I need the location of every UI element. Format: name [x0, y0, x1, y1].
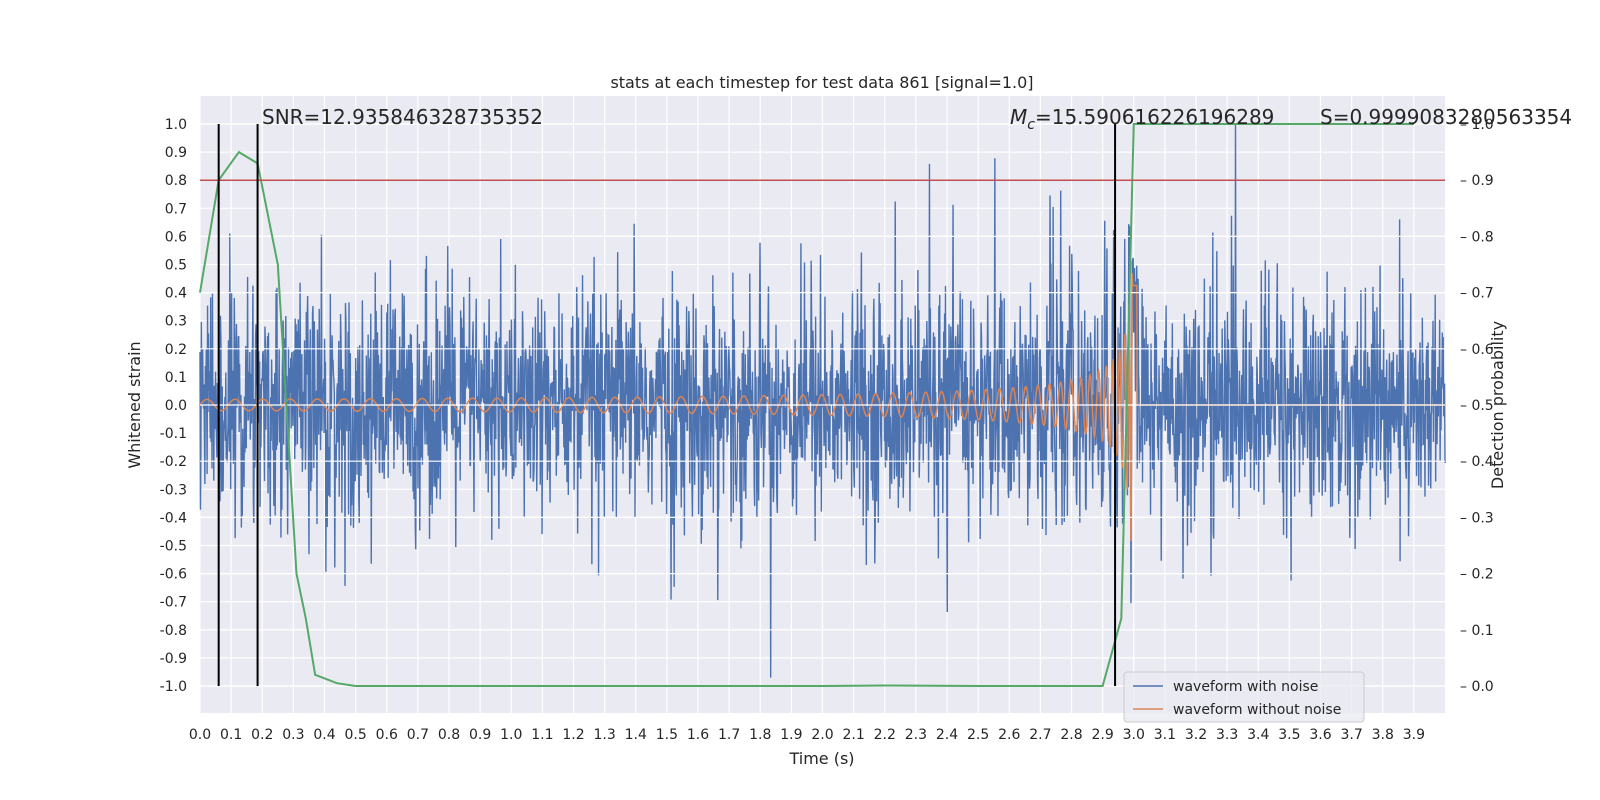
y-tick-label: -1.0	[160, 679, 187, 695]
x-axis-label: Time (s)	[788, 749, 854, 768]
y-tick-label: -0.8	[160, 623, 187, 639]
y-tick-label: 0.8	[165, 173, 187, 189]
y-tick-label: 0.6	[165, 229, 187, 245]
y-axis-ticks: 1.0 0.9 0.8 0.7 0.6 0.5 0.4 0.3 0.2 0.1 0.0 -0.1 -0.…	[160, 117, 187, 695]
x-axis-ticks: 0.0 0.1 0.2 0.3 0.4 0.5 0.6 0.7 0.8 0.9 1.0 1.1 1.2 1…	[189, 727, 1425, 743]
y2-tick-label: – 0.3	[1460, 510, 1494, 526]
y-tick-label: 0.3	[165, 314, 187, 330]
y2-axis-ticks: – 1.0 – 0.9 – 0.8 – 0.7 – 0.6 – 0.5 – 0.4 – 0.3…	[1460, 117, 1494, 695]
x-tick-label: 2.5	[967, 727, 989, 743]
y-tick-label: 0.7	[165, 201, 187, 217]
x-tick-label: 1.6	[687, 727, 709, 743]
y-tick-label: -0.5	[160, 539, 187, 555]
y-tick-label: -0.9	[160, 651, 187, 667]
y2-tick-label: – 0.1	[1460, 623, 1494, 639]
y-tick-label: 0.4	[165, 286, 187, 302]
x-tick-label: 2.2	[874, 727, 896, 743]
x-tick-label: 0.0	[189, 727, 211, 743]
x-tick-label: 3.9	[1403, 727, 1425, 743]
y2-tick-label: – 0.2	[1460, 567, 1494, 583]
x-tick-label: 0.9	[469, 727, 491, 743]
x-tick-label: 3.4	[1247, 727, 1269, 743]
x-tick-label: 2.8	[1060, 727, 1082, 743]
y2-tick-label: – 0.9	[1460, 173, 1494, 189]
x-tick-label: 2.4	[936, 727, 958, 743]
y-axis-label: Whitened strain	[125, 341, 144, 468]
x-tick-label: 1.2	[562, 727, 584, 743]
x-tick-label: 0.3	[282, 727, 304, 743]
x-tick-label: 1.0	[500, 727, 522, 743]
y-tick-label: 0.1	[165, 370, 187, 386]
x-tick-label: 3.7	[1340, 727, 1362, 743]
y-tick-label: -0.1	[160, 426, 187, 442]
y2-tick-label: – 0.5	[1460, 398, 1494, 414]
x-tick-label: 2.6	[998, 727, 1020, 743]
score-annotation: S=0.9999083280563354	[1320, 105, 1572, 129]
y2-tick-label: – 0.6	[1460, 342, 1494, 358]
y-tick-label: 0.0	[165, 398, 187, 414]
x-tick-label: 2.7	[1029, 727, 1051, 743]
x-tick-label: 3.3	[1216, 727, 1238, 743]
chirp-mass-symbol: M	[1010, 105, 1027, 129]
x-tick-label: 0.5	[344, 727, 366, 743]
snr-annotation: SNR=12.935846328735352	[262, 105, 543, 129]
x-tick-label: 1.3	[593, 727, 615, 743]
y-tick-label: 0.9	[165, 145, 187, 161]
x-tick-label: 0.4	[313, 727, 335, 743]
y-tick-label: -0.2	[160, 454, 187, 470]
x-tick-label: 3.0	[1123, 727, 1145, 743]
x-tick-label: 2.3	[905, 727, 927, 743]
x-tick-label: 3.8	[1372, 727, 1394, 743]
x-tick-label: 1.4	[625, 727, 647, 743]
y-tick-label: 0.5	[165, 258, 187, 274]
legend-box	[1123, 671, 1365, 723]
y2-tick-label: – 0.4	[1460, 454, 1494, 470]
y-tick-label: -0.7	[160, 595, 187, 611]
y-tick-label: -0.3	[160, 482, 187, 498]
y-tick-label: -0.6	[160, 567, 187, 583]
x-tick-label: 3.2	[1185, 727, 1207, 743]
x-tick-label: 1.1	[531, 727, 553, 743]
x-tick-label: 2.9	[1091, 727, 1113, 743]
y2-tick-label: – 0.8	[1460, 229, 1494, 245]
x-tick-label: 0.2	[251, 727, 273, 743]
x-tick-label: 1.7	[718, 727, 740, 743]
x-tick-label: 0.1	[220, 727, 242, 743]
chirp-mass-annotation: Mc=15.590616226196289	[1010, 105, 1274, 133]
chirp-mass-subscript: c	[1027, 117, 1035, 133]
vertical-marker-lines	[217, 124, 1117, 686]
y-tick-label: 1.0	[165, 117, 187, 133]
legend-label-with-noise: waveform with noise	[1173, 679, 1318, 695]
y-tick-label: 0.2	[165, 342, 187, 358]
legend: waveform with noise waveform without noi…	[1123, 671, 1365, 723]
x-tick-label: 2.0	[811, 727, 833, 743]
x-tick-label: 0.8	[438, 727, 460, 743]
y2-tick-label: – 0.0	[1460, 679, 1494, 695]
x-tick-label: 1.5	[656, 727, 678, 743]
x-tick-label: 1.9	[780, 727, 802, 743]
x-tick-label: 3.5	[1278, 727, 1300, 743]
x-tick-label: 3.1	[1154, 727, 1176, 743]
waveform-with-noise-line	[199, 123, 1446, 678]
y2-axis-label: Detection probability	[1488, 321, 1507, 489]
y2-tick-label: – 0.7	[1460, 286, 1494, 302]
x-tick-label: 2.1	[842, 727, 864, 743]
x-tick-label: 0.6	[376, 727, 398, 743]
legend-label-without-noise: waveform without noise	[1173, 702, 1341, 718]
x-tick-label: 1.8	[749, 727, 771, 743]
chirp-mass-value: =15.590616226196289	[1035, 105, 1274, 129]
x-tick-label: 3.6	[1309, 727, 1331, 743]
x-tick-label: 0.7	[407, 727, 429, 743]
y-tick-label: -0.4	[160, 510, 187, 526]
y2-tick-label: – 1.0	[1460, 117, 1494, 133]
chart-title: stats at each timestep for test data 861…	[610, 73, 1033, 92]
series-waveform-with-noise	[199, 123, 1446, 678]
